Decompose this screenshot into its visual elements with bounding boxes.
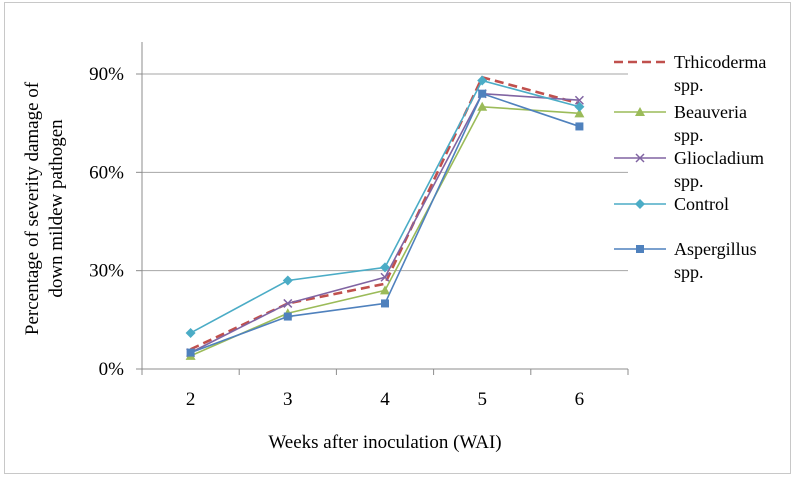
- series-1: [190, 75, 580, 351]
- x-tick-label: 5: [477, 389, 487, 410]
- series-line: [190, 92, 580, 354]
- legend-label: Control: [674, 194, 729, 214]
- data-point: [635, 107, 645, 116]
- data-point: [186, 348, 195, 357]
- data-point: [574, 101, 585, 112]
- data-point: [477, 75, 488, 86]
- y-tick-labels: 0% 30% 60% 90%: [89, 64, 124, 380]
- series-4: [185, 75, 585, 338]
- gridlines: [142, 73, 628, 272]
- data-point: [635, 199, 645, 209]
- y-axis-title-line: Percentage of severity damage of: [22, 81, 43, 335]
- series-5: [186, 89, 584, 357]
- data-point: [283, 312, 292, 321]
- series-line: [190, 75, 580, 351]
- data-point: [635, 153, 645, 163]
- data-point: [574, 108, 585, 118]
- x-tick-label: 2: [186, 389, 196, 410]
- x-tick-label: 3: [283, 389, 293, 410]
- series-3: [186, 89, 584, 358]
- y-axis-title: Percentage of severity damage of down mil…: [22, 81, 67, 335]
- legend-label: spp.: [674, 125, 704, 145]
- legend-label: spp.: [674, 75, 704, 95]
- data-point: [185, 327, 196, 338]
- legend-item-3: Gliocladium spp.: [614, 148, 764, 191]
- data-point: [478, 89, 487, 98]
- axes: [136, 42, 629, 375]
- y-axis-title-line: down mildew pathogen: [46, 119, 67, 298]
- data-point: [380, 285, 390, 295]
- series-lines: [185, 75, 585, 360]
- legend-label: spp.: [674, 171, 704, 191]
- x-axis-title: Weeks after inoculation (WAI): [268, 432, 501, 453]
- legend-label: Gliocladium: [674, 148, 764, 168]
- y-tick-label: 90%: [89, 64, 124, 85]
- x-tick-labels: 2 3 4 5 6: [186, 389, 584, 410]
- legend-label: Aspergillus: [674, 239, 757, 259]
- chart-frame: [4, 2, 791, 474]
- legend-item-5: Aspergillus spp.: [614, 239, 757, 282]
- data-point: [380, 262, 390, 273]
- data-point: [575, 122, 584, 131]
- y-tick-label: 0%: [99, 359, 125, 380]
- legend-item-2: Beauveria spp.: [614, 102, 747, 145]
- series-line: [190, 79, 580, 334]
- x-tick-label: 6: [575, 389, 585, 410]
- x-tick-label: 4: [380, 389, 390, 410]
- data-point: [283, 298, 293, 308]
- legend-item-1: Trhicoderma spp.: [614, 52, 766, 95]
- legend-label: Beauveria: [674, 102, 747, 122]
- y-tick-label: 60%: [89, 162, 124, 183]
- data-point: [636, 245, 644, 253]
- series-line: [190, 92, 580, 354]
- series-line: [190, 105, 580, 357]
- data-point: [574, 95, 584, 105]
- data-point: [380, 272, 390, 282]
- y-tick-label: 30%: [89, 261, 124, 282]
- legend-label: Trhicoderma: [674, 52, 766, 72]
- legend-item-4: Control: [614, 194, 729, 214]
- data-point: [381, 299, 389, 308]
- data-point: [282, 275, 293, 286]
- legend: Trhicoderma spp. Beauveria spp. Gliocladium s…: [614, 52, 766, 282]
- series-2: [185, 101, 585, 360]
- data-point: [477, 101, 488, 111]
- legend-label: spp.: [674, 262, 704, 282]
